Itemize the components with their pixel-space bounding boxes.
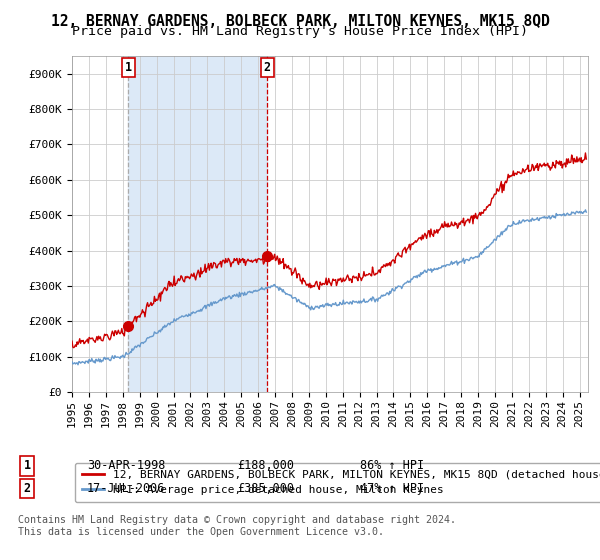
Text: 30-APR-1998: 30-APR-1998 (87, 459, 166, 473)
Text: 1: 1 (125, 61, 132, 74)
Text: 1: 1 (23, 459, 31, 473)
Text: 86% ↑ HPI: 86% ↑ HPI (360, 459, 424, 473)
Text: 2: 2 (23, 482, 31, 495)
Text: Price paid vs. HM Land Registry's House Price Index (HPI): Price paid vs. HM Land Registry's House … (72, 25, 528, 38)
Text: £188,000: £188,000 (237, 459, 294, 473)
Text: 17-JUL-2006: 17-JUL-2006 (87, 482, 166, 495)
Legend: 12, BERNAY GARDENS, BOLBECK PARK, MILTON KEYNES, MK15 8QD (detached house), HPI:: 12, BERNAY GARDENS, BOLBECK PARK, MILTON… (75, 463, 600, 502)
Text: Contains HM Land Registry data © Crown copyright and database right 2024.
This d: Contains HM Land Registry data © Crown c… (18, 515, 456, 537)
Bar (128, 56, 267, 392)
Text: £385,000: £385,000 (237, 482, 294, 495)
Text: 12, BERNAY GARDENS, BOLBECK PARK, MILTON KEYNES, MK15 8QD: 12, BERNAY GARDENS, BOLBECK PARK, MILTON… (50, 14, 550, 29)
Text: 2: 2 (263, 61, 271, 74)
Text: 47% ↑ HPI: 47% ↑ HPI (360, 482, 424, 495)
